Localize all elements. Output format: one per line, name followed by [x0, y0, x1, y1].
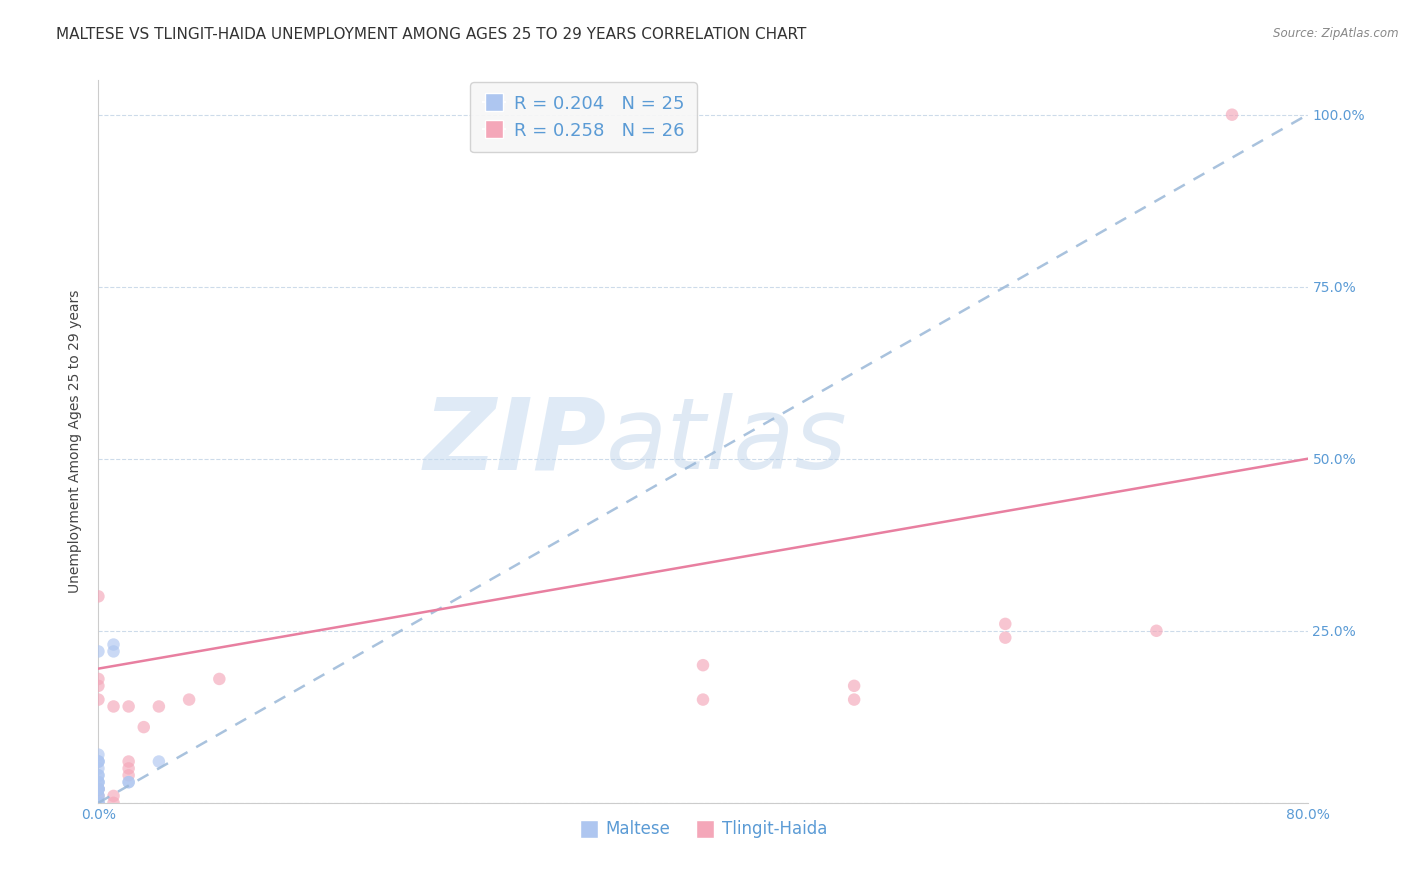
Point [103, 699, 125, 714]
Point [87, 782, 110, 797]
Point [87, 644, 110, 658]
Point [118, 768, 141, 782]
Point [148, 699, 170, 714]
Point [208, 672, 231, 686]
Point [87, 775, 110, 789]
Point [87, 768, 110, 782]
Point [1144, 624, 1167, 638]
Point [118, 761, 141, 775]
Point [118, 775, 141, 789]
Point [692, 692, 714, 706]
Point [87, 768, 110, 782]
Point [87, 755, 110, 769]
Point [87, 782, 110, 797]
Point [87, 590, 110, 604]
Point [87, 672, 110, 686]
Point [87, 755, 110, 769]
Point [87, 755, 110, 769]
Point [118, 755, 141, 769]
Text: atlas: atlas [606, 393, 848, 490]
Point [148, 755, 170, 769]
Legend: Maltese, Tlingit-Haida: Maltese, Tlingit-Haida [572, 814, 834, 845]
Point [132, 720, 155, 734]
Point [87, 789, 110, 803]
Point [844, 679, 866, 693]
Point [87, 775, 110, 789]
Point [87, 775, 110, 789]
Point [118, 775, 141, 789]
Point [87, 796, 110, 810]
Point [87, 796, 110, 810]
Text: ZIP: ZIP [423, 393, 606, 490]
Point [692, 658, 714, 673]
Point [87, 761, 110, 775]
Text: MALTESE VS TLINGIT-HAIDA UNEMPLOYMENT AMONG AGES 25 TO 29 YEARS CORRELATION CHAR: MALTESE VS TLINGIT-HAIDA UNEMPLOYMENT AM… [56, 27, 807, 42]
Point [844, 692, 866, 706]
Point [87, 679, 110, 693]
Point [994, 631, 1017, 645]
Point [994, 616, 1017, 631]
Y-axis label: Unemployment Among Ages 25 to 29 years: Unemployment Among Ages 25 to 29 years [69, 290, 83, 593]
Point [103, 644, 125, 658]
Point [103, 789, 125, 803]
Point [87, 789, 110, 803]
Point [118, 699, 141, 714]
Point [87, 782, 110, 797]
Point [87, 692, 110, 706]
Point [87, 782, 110, 797]
Point [103, 638, 125, 652]
Point [103, 796, 125, 810]
Point [1220, 108, 1243, 122]
Point [179, 692, 201, 706]
Point [87, 796, 110, 810]
Point [87, 782, 110, 797]
Text: Source: ZipAtlas.com: Source: ZipAtlas.com [1274, 27, 1399, 40]
Point [87, 747, 110, 762]
Point [87, 796, 110, 810]
Point [87, 789, 110, 803]
